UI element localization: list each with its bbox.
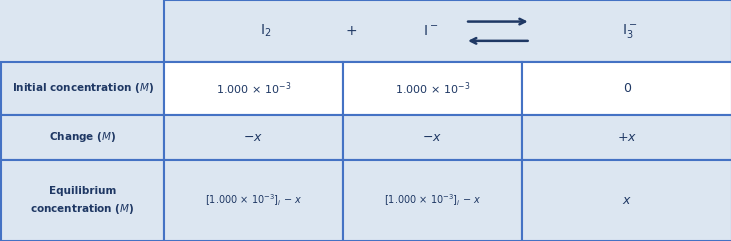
Text: Change ($M$): Change ($M$) xyxy=(49,130,116,144)
Bar xyxy=(164,0,731,62)
Text: $x$: $x$ xyxy=(622,194,632,207)
Text: [1.000 $\times$ 10$^{-3}$]$_i$ $-$ $x$: [1.000 $\times$ 10$^{-3}$]$_i$ $-$ $x$ xyxy=(205,193,302,208)
Text: 1.000 $\times$ 10$^{-3}$: 1.000 $\times$ 10$^{-3}$ xyxy=(216,80,291,97)
Bar xyxy=(522,160,731,241)
Text: Equilibrium
concentration ($M$): Equilibrium concentration ($M$) xyxy=(31,186,135,215)
Bar xyxy=(522,62,731,115)
Bar xyxy=(522,115,731,160)
Bar xyxy=(1,115,164,160)
Text: Initial concentration ($M$): Initial concentration ($M$) xyxy=(12,81,154,95)
Bar xyxy=(343,62,522,115)
Text: 1.000 $\times$ 10$^{-3}$: 1.000 $\times$ 10$^{-3}$ xyxy=(395,80,470,97)
Bar xyxy=(164,62,343,115)
Text: 0: 0 xyxy=(624,82,631,95)
Bar xyxy=(1,0,164,62)
Bar xyxy=(164,160,343,241)
Text: I$^-$: I$^-$ xyxy=(423,24,439,38)
Text: +: + xyxy=(346,24,357,38)
Text: I$_3^-$: I$_3^-$ xyxy=(623,22,637,40)
Text: $-x$: $-x$ xyxy=(243,131,263,144)
Text: $+x$: $+x$ xyxy=(617,131,637,144)
Bar xyxy=(1,62,164,115)
Text: $-x$: $-x$ xyxy=(423,131,442,144)
Bar xyxy=(1,160,164,241)
Bar xyxy=(343,160,522,241)
Text: I$_2$: I$_2$ xyxy=(260,23,272,40)
Bar xyxy=(343,115,522,160)
Text: [1.000 $\times$ 10$^{-3}$]$_i$ $-$ $x$: [1.000 $\times$ 10$^{-3}$]$_i$ $-$ $x$ xyxy=(384,193,481,208)
Bar xyxy=(164,115,343,160)
